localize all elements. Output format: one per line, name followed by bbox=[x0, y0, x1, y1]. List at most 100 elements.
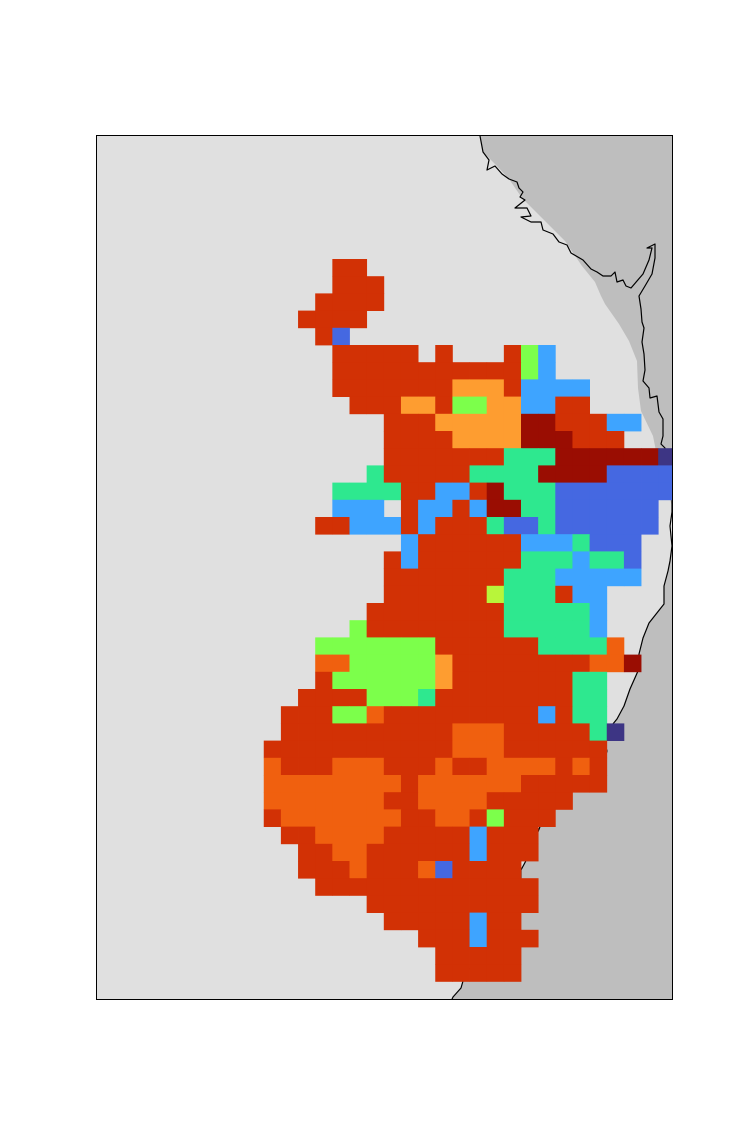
grid-cell bbox=[572, 396, 590, 415]
grid-cell bbox=[383, 671, 402, 690]
grid-cell bbox=[521, 482, 539, 501]
grid-cell bbox=[503, 637, 522, 655]
grid-cell bbox=[366, 603, 385, 621]
grid-cell bbox=[332, 861, 350, 879]
grid-cell bbox=[555, 534, 573, 552]
grid-cell bbox=[486, 534, 505, 552]
grid-cell bbox=[435, 723, 453, 741]
map-frame bbox=[96, 135, 673, 1000]
grid-cell bbox=[589, 482, 608, 501]
grid-cell bbox=[589, 534, 608, 552]
grid-cell bbox=[315, 293, 333, 311]
grid-cell bbox=[400, 654, 419, 673]
grid-cell bbox=[503, 568, 522, 587]
grid-cell bbox=[400, 448, 419, 466]
grid-cell bbox=[452, 723, 470, 741]
grid-cell bbox=[435, 895, 453, 913]
grid-cell bbox=[298, 809, 316, 827]
grid-cell bbox=[469, 551, 488, 569]
grid-cell bbox=[452, 637, 470, 655]
grid-cell bbox=[435, 826, 453, 845]
grid-cell bbox=[332, 775, 350, 793]
grid-cell bbox=[503, 654, 522, 673]
grid-cell bbox=[538, 792, 556, 810]
grid-cell bbox=[435, 603, 453, 621]
grid-cell bbox=[435, 551, 453, 569]
grid-cell bbox=[555, 448, 573, 466]
grid-cell bbox=[538, 499, 556, 518]
grid-cell bbox=[589, 671, 608, 690]
grid-cell bbox=[555, 723, 573, 741]
grid-cell bbox=[521, 396, 539, 415]
grid-cell bbox=[503, 448, 522, 466]
grid-cell bbox=[315, 878, 333, 896]
grid-cell bbox=[383, 448, 402, 466]
grid-cell bbox=[521, 740, 539, 759]
grid-cell bbox=[383, 706, 402, 724]
grid-cell bbox=[418, 379, 436, 397]
grid-cell bbox=[298, 723, 316, 741]
grid-cell bbox=[503, 912, 522, 931]
grid-cell bbox=[349, 757, 368, 776]
grid-cell bbox=[452, 757, 470, 776]
grid-cell bbox=[418, 929, 436, 948]
grid-cell bbox=[315, 327, 333, 346]
grid-cell bbox=[383, 620, 402, 638]
grid-cell bbox=[538, 379, 556, 397]
grid-cell bbox=[486, 775, 505, 793]
grid-cell bbox=[400, 396, 419, 415]
grid-cell bbox=[623, 448, 642, 466]
grid-cell bbox=[366, 723, 385, 741]
map-canvas[interactable] bbox=[97, 136, 672, 999]
grid-cell bbox=[435, 947, 453, 965]
grid-cell bbox=[555, 689, 573, 707]
grid-cell bbox=[383, 861, 402, 879]
grid-cell bbox=[332, 723, 350, 741]
grid-cell bbox=[400, 757, 419, 776]
grid-cell bbox=[521, 431, 539, 449]
grid-cell bbox=[435, 912, 453, 931]
grid-cell bbox=[486, 620, 505, 638]
grid-cell bbox=[400, 689, 419, 707]
grid-cell bbox=[572, 448, 590, 466]
grid-cell bbox=[418, 792, 436, 810]
grid-cell bbox=[298, 689, 316, 707]
grid-cell bbox=[332, 259, 350, 277]
grid-cell bbox=[521, 534, 539, 552]
grid-cell bbox=[555, 379, 573, 397]
grid-cell bbox=[469, 534, 488, 552]
grid-cell bbox=[435, 878, 453, 896]
grid-cell bbox=[641, 448, 659, 466]
grid-cell bbox=[521, 379, 539, 397]
grid-cell bbox=[521, 671, 539, 690]
grid-cell bbox=[298, 740, 316, 759]
grid-cell bbox=[383, 895, 402, 913]
grid-cell bbox=[383, 362, 402, 380]
grid-cell bbox=[366, 293, 385, 311]
grid-cell bbox=[658, 482, 672, 501]
grid-cell bbox=[469, 482, 488, 501]
grid-cell bbox=[400, 517, 419, 535]
grid-cell bbox=[623, 517, 642, 535]
grid-cell bbox=[418, 620, 436, 638]
grid-cell bbox=[606, 723, 625, 741]
grid-cell bbox=[349, 689, 368, 707]
grid-cell bbox=[400, 499, 419, 518]
grid-cell bbox=[572, 413, 590, 432]
grid-cell bbox=[572, 775, 590, 793]
grid-cell bbox=[469, 654, 488, 673]
grid-cell bbox=[503, 843, 522, 862]
grid-cell bbox=[503, 585, 522, 604]
grid-cell bbox=[452, 499, 470, 518]
grid-cell bbox=[555, 499, 573, 518]
grid-cell bbox=[538, 551, 556, 569]
grid-cell bbox=[366, 637, 385, 655]
grid-cell bbox=[366, 861, 385, 879]
grid-cell bbox=[435, 861, 453, 879]
grid-cell bbox=[641, 499, 659, 518]
grid-cell bbox=[400, 775, 419, 793]
grid-cell bbox=[452, 568, 470, 587]
grid-cell bbox=[435, 517, 453, 535]
grid-cell bbox=[452, 465, 470, 483]
grid-cell bbox=[589, 568, 608, 587]
